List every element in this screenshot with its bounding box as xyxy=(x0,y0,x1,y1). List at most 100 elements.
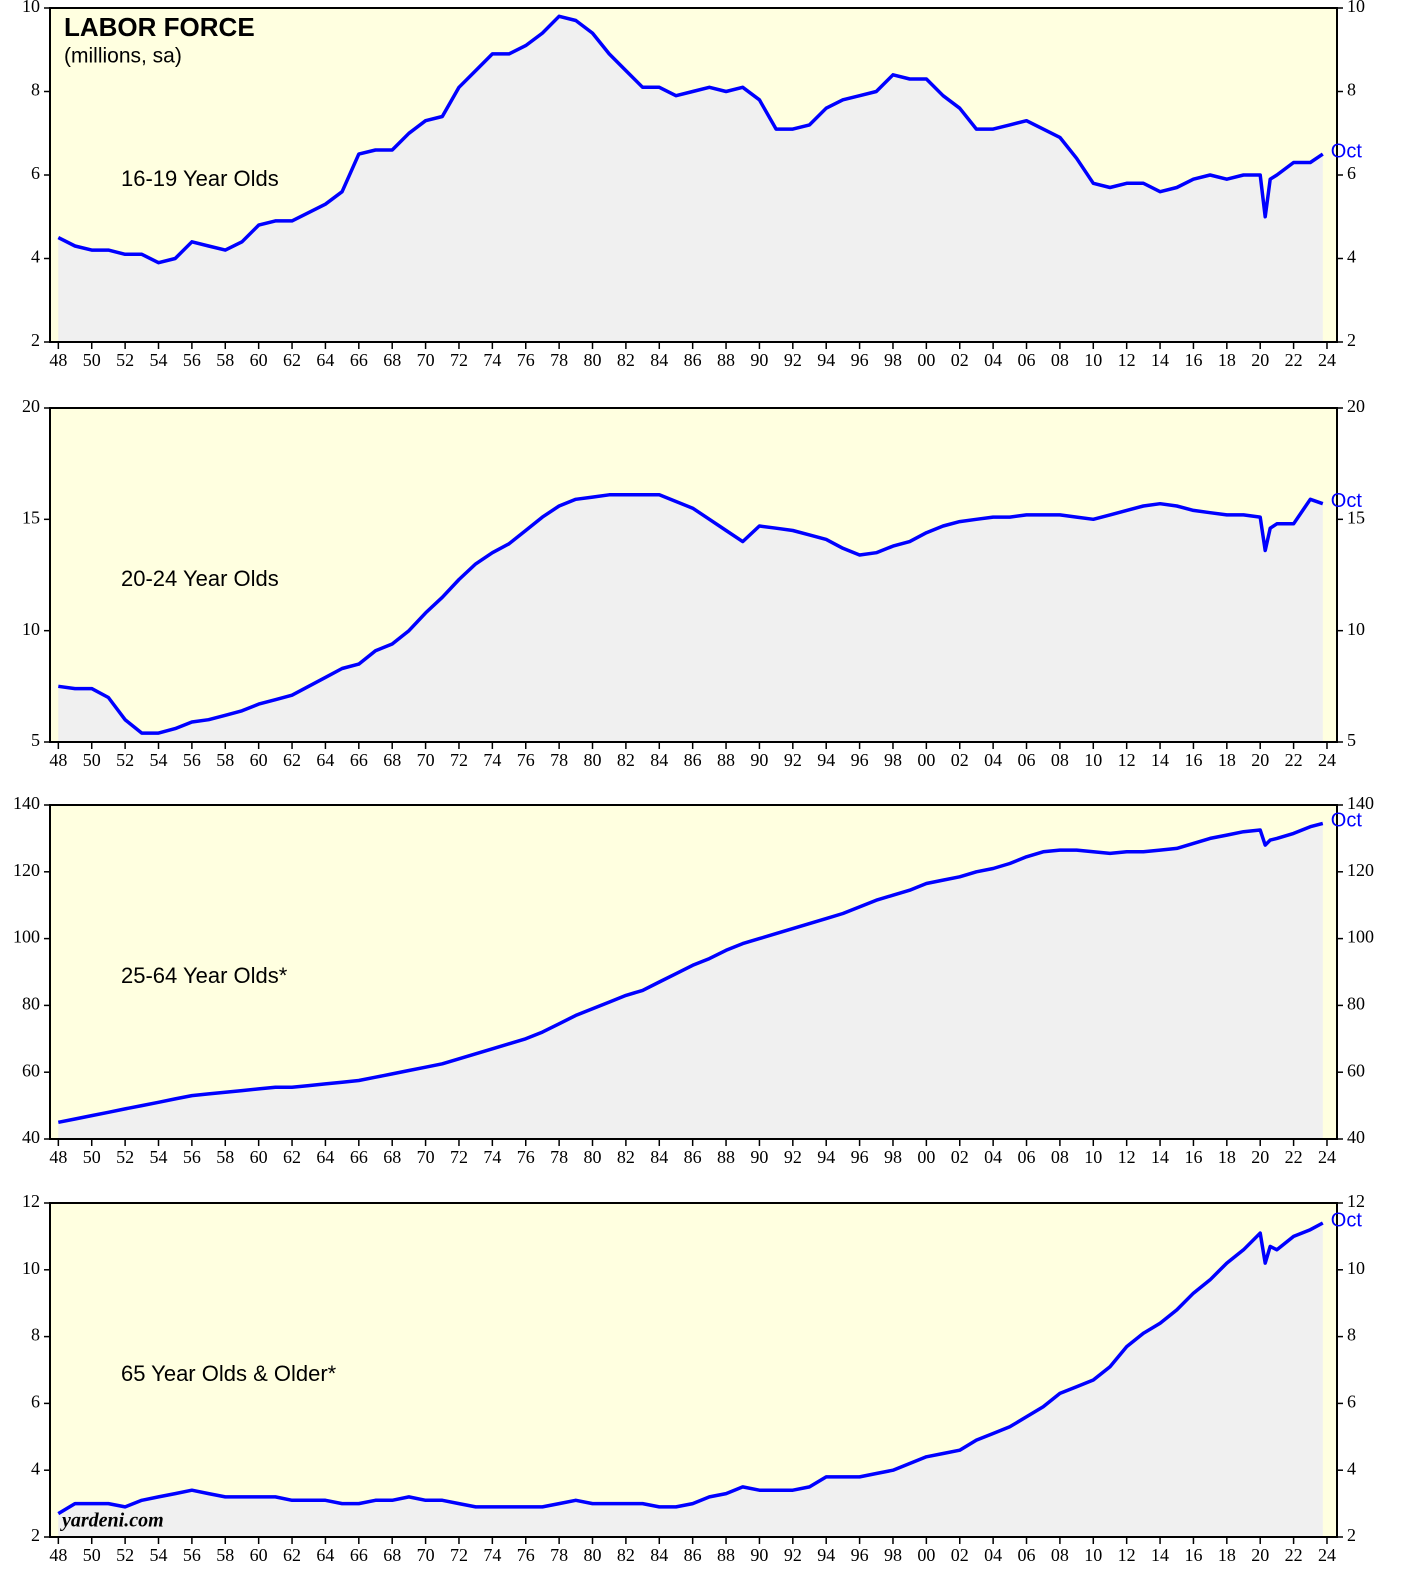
x-tick-label: 86 xyxy=(684,1147,702,1167)
x-tick-label: 94 xyxy=(817,350,835,370)
x-tick-label: 50 xyxy=(83,750,101,770)
x-tick-label: 74 xyxy=(483,350,501,370)
y-tick-label: 80 xyxy=(22,994,40,1014)
x-tick-label: 76 xyxy=(517,350,535,370)
x-tick-label: 00 xyxy=(917,1147,935,1167)
x-tick-label: 98 xyxy=(884,1545,902,1565)
y-tick-label: 10 xyxy=(22,1258,40,1278)
x-tick-label: 72 xyxy=(450,1147,468,1167)
x-tick-label: 82 xyxy=(617,750,635,770)
x-tick-label: 58 xyxy=(216,1147,234,1167)
x-tick-label: 08 xyxy=(1051,1147,1069,1167)
x-tick-label: 02 xyxy=(951,350,969,370)
x-tick-label: 82 xyxy=(617,1545,635,1565)
x-tick-label: 00 xyxy=(917,1545,935,1565)
x-tick-label: 98 xyxy=(884,350,902,370)
x-tick-label: 70 xyxy=(417,350,435,370)
x-tick-label: 48 xyxy=(49,1147,67,1167)
x-tick-label: 24 xyxy=(1318,1545,1336,1565)
source: yardeni.com xyxy=(60,1510,164,1532)
y-tick-label: 15 xyxy=(22,507,40,527)
plot-frame xyxy=(49,407,1338,743)
x-tick-label: 10 xyxy=(1084,350,1102,370)
x-tick-label: 18 xyxy=(1218,1147,1236,1167)
y-tick-label: 20 xyxy=(22,396,40,416)
x-tick-label: 06 xyxy=(1018,350,1036,370)
y-tick-label: 8 xyxy=(31,80,40,100)
x-tick-label: 88 xyxy=(717,350,735,370)
x-tick-label: 50 xyxy=(83,1545,101,1565)
x-tick-label: 82 xyxy=(617,1147,635,1167)
x-tick-label: 02 xyxy=(951,1545,969,1565)
x-tick-label: 14 xyxy=(1151,750,1169,770)
x-tick-label: 78 xyxy=(550,1545,568,1565)
x-tick-label: 48 xyxy=(49,350,67,370)
x-tick-label: 64 xyxy=(316,1545,334,1565)
x-tick-label: 12 xyxy=(1118,1147,1136,1167)
x-tick-label: 98 xyxy=(884,750,902,770)
x-tick-label: 82 xyxy=(617,350,635,370)
series-label: 65 Year Olds & Older* xyxy=(121,1361,337,1386)
x-tick-label: 96 xyxy=(851,350,869,370)
x-tick-label: 60 xyxy=(250,750,268,770)
x-tick-label: 56 xyxy=(183,1545,201,1565)
x-tick-label: 56 xyxy=(183,750,201,770)
x-tick-label: 04 xyxy=(984,350,1002,370)
x-tick-label: 54 xyxy=(150,350,168,370)
x-tick-label: 22 xyxy=(1285,750,1303,770)
x-tick-label: 24 xyxy=(1318,350,1336,370)
plot-frame xyxy=(49,1202,1338,1538)
x-tick-label: 16 xyxy=(1184,1545,1202,1565)
x-tick-label: 04 xyxy=(984,1545,1002,1565)
x-tick-label: 60 xyxy=(250,1147,268,1167)
x-tick-label: 58 xyxy=(216,1545,234,1565)
y-tick-label: 40 xyxy=(1347,1127,1365,1147)
x-tick-label: 64 xyxy=(316,1147,334,1167)
area xyxy=(58,823,1323,1139)
x-tick-label: 68 xyxy=(383,350,401,370)
area xyxy=(58,1223,1323,1537)
series-label: 25-64 Year Olds* xyxy=(121,963,288,988)
annotation: Oct xyxy=(1331,810,1363,832)
y-tick-label: 4 xyxy=(1347,247,1356,267)
x-tick-label: 20 xyxy=(1251,1147,1269,1167)
x-tick-label: 62 xyxy=(283,750,301,770)
x-tick-label: 08 xyxy=(1051,750,1069,770)
x-tick-label: 74 xyxy=(483,1545,501,1565)
x-tick-label: 50 xyxy=(83,1147,101,1167)
y-tick-label: 4 xyxy=(1347,1458,1356,1478)
y-tick-label: 10 xyxy=(1347,0,1365,16)
x-tick-label: 66 xyxy=(350,1545,368,1565)
x-tick-label: 00 xyxy=(917,350,935,370)
y-tick-label: 40 xyxy=(22,1127,40,1147)
x-tick-label: 84 xyxy=(650,750,668,770)
x-tick-label: 80 xyxy=(584,1147,602,1167)
line xyxy=(57,14,1324,265)
line xyxy=(58,493,1324,735)
x-tick-label: 86 xyxy=(684,1545,702,1565)
x-tick-label: 20 xyxy=(1251,750,1269,770)
line xyxy=(57,1221,1324,1516)
x-tick-label: 98 xyxy=(884,1147,902,1167)
x-tick-label: 24 xyxy=(1318,1147,1336,1167)
x-tick-label: 70 xyxy=(417,750,435,770)
y-tick-label: 10 xyxy=(22,619,40,639)
x-tick-label: 96 xyxy=(851,750,869,770)
y-tick-label: 2 xyxy=(31,1525,40,1545)
annotation: Oct xyxy=(1331,490,1363,512)
x-tick-label: 12 xyxy=(1118,1545,1136,1565)
x-tick-label: 88 xyxy=(717,750,735,770)
x-tick-label: 72 xyxy=(450,1545,468,1565)
x-tick-label: 20 xyxy=(1251,350,1269,370)
x-tick-label: 78 xyxy=(550,350,568,370)
x-tick-label: 70 xyxy=(417,1545,435,1565)
x-tick-label: 10 xyxy=(1084,750,1102,770)
y-tick-label: 6 xyxy=(1347,1392,1356,1412)
x-tick-label: 84 xyxy=(650,1147,668,1167)
x-tick-label: 92 xyxy=(784,1545,802,1565)
x-tick-label: 62 xyxy=(283,350,301,370)
annotation: Oct xyxy=(1331,140,1363,162)
x-tick-label: 24 xyxy=(1318,750,1336,770)
x-tick-label: 16 xyxy=(1184,1147,1202,1167)
